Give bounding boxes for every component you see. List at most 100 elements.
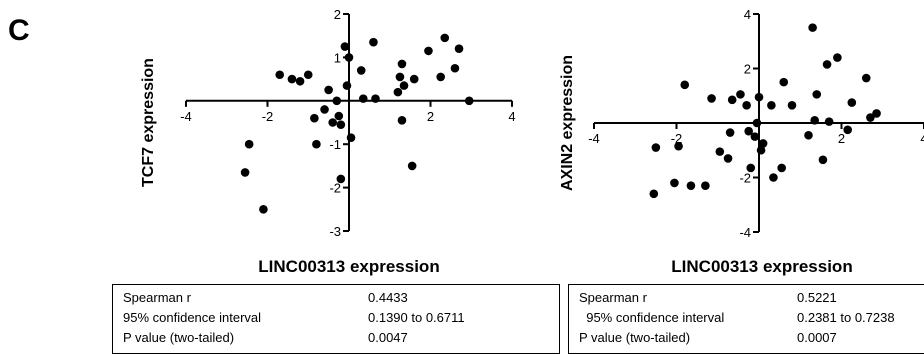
stats-value: 0.0047 (368, 330, 408, 345)
data-point (369, 37, 378, 47)
stats-value: 0.2381 to 0.7238 (797, 310, 895, 325)
data-point (812, 90, 822, 99)
data-point (725, 128, 735, 137)
data-point (244, 139, 254, 149)
stats-value: 0.4433 (368, 290, 408, 305)
data-point (336, 174, 346, 184)
y-tick-label: -4 (739, 225, 751, 240)
data-point (651, 143, 661, 152)
y-tick-label: -1 (329, 137, 341, 152)
data-point (861, 73, 871, 83)
data-point (777, 163, 786, 173)
data-point (275, 70, 285, 80)
data-point (686, 181, 696, 190)
data-point (727, 95, 737, 105)
y-tick-label: 2 (744, 62, 751, 77)
y-tick-label: 4 (744, 7, 751, 22)
y-tick-label: 2 (334, 7, 341, 22)
data-point (393, 87, 403, 97)
y-axis-label: TCF7 expression (140, 58, 157, 187)
data-point (344, 53, 354, 62)
stats-table-axin2: Spearman r 0.5221 95% confidence interva… (568, 284, 924, 354)
data-point (342, 81, 352, 90)
stats-label: P value (two-tailed) (123, 330, 235, 345)
data-point (670, 178, 679, 188)
panel-letter: C (8, 14, 30, 47)
data-point (407, 161, 417, 171)
stats-label: P value (two-tailed) (579, 330, 691, 345)
stats-row: P value (two-tailed) 0.0007 (569, 329, 924, 347)
x-tick-label: 4 (508, 109, 515, 124)
data-point (746, 163, 756, 173)
stats-label: 95% confidence interval (579, 310, 725, 325)
stats-row: 95% confidence interval 0.1390 to 0.6711 (113, 309, 559, 327)
data-point (399, 81, 409, 90)
data-point (810, 115, 819, 125)
data-point (424, 46, 433, 56)
data-point (287, 74, 297, 84)
data-point (312, 139, 321, 149)
stats-label: Spearman r (579, 290, 647, 305)
stats-row: Spearman r 0.4433 (113, 289, 559, 307)
data-point (334, 111, 344, 121)
data-point (310, 113, 319, 123)
stats-value: 0.1390 to 0.6711 (368, 310, 465, 325)
x-tick-label: 2 (838, 131, 845, 146)
data-point (715, 147, 725, 156)
stats-row: P value (two-tailed) 0.0047 (113, 329, 559, 347)
data-point (240, 168, 250, 177)
data-point (818, 155, 828, 165)
data-point (847, 98, 857, 107)
data-point (340, 42, 350, 51)
data-point (409, 74, 419, 84)
stats-table-tcf7: Spearman r 0.4433 95% confidence interva… (112, 284, 560, 354)
data-point (397, 116, 407, 125)
data-point (303, 70, 313, 80)
data-point (701, 181, 710, 190)
data-point (680, 80, 690, 90)
x-tick-label: -2 (671, 131, 683, 146)
data-point (707, 94, 716, 103)
data-point (371, 94, 380, 103)
data-point (824, 117, 834, 126)
data-point (332, 96, 342, 106)
data-point (756, 145, 766, 155)
x-axis-label: LINC00313 expression (671, 257, 852, 276)
data-point (742, 100, 751, 110)
data-point (866, 113, 875, 122)
x-tick-label: 4 (920, 131, 924, 146)
data-point (324, 85, 333, 95)
data-point (436, 72, 445, 82)
data-point (769, 173, 778, 182)
data-point (754, 92, 764, 102)
y-tick-label: 1 (334, 50, 341, 65)
data-point (336, 120, 346, 129)
data-point (723, 154, 733, 163)
stats-row: Spearman r 0.5221 (569, 289, 924, 307)
data-point (395, 72, 405, 82)
data-point (787, 100, 797, 110)
data-point (397, 59, 407, 69)
x-tick-label: -2 (262, 109, 274, 124)
data-point (767, 100, 776, 110)
data-point (358, 94, 368, 103)
data-point (843, 125, 852, 135)
stats-label: 95% confidence interval (123, 310, 262, 325)
data-point (752, 118, 762, 128)
data-point (440, 33, 450, 43)
data-point (833, 53, 842, 62)
stats-label: Spearman r (123, 290, 191, 305)
y-tick-label: -3 (329, 224, 341, 239)
data-point (804, 130, 813, 140)
data-point (822, 60, 832, 69)
y-tick-label: -2 (329, 181, 341, 196)
stats-value: 0.5221 (797, 290, 837, 305)
x-axis-label: LINC00313 expression (258, 257, 439, 276)
data-point (356, 66, 366, 75)
x-tick-label: -4 (588, 131, 600, 146)
data-point (649, 189, 659, 199)
data-point (454, 44, 464, 54)
x-tick-label: -4 (180, 109, 192, 124)
y-tick-label: -2 (739, 171, 751, 186)
